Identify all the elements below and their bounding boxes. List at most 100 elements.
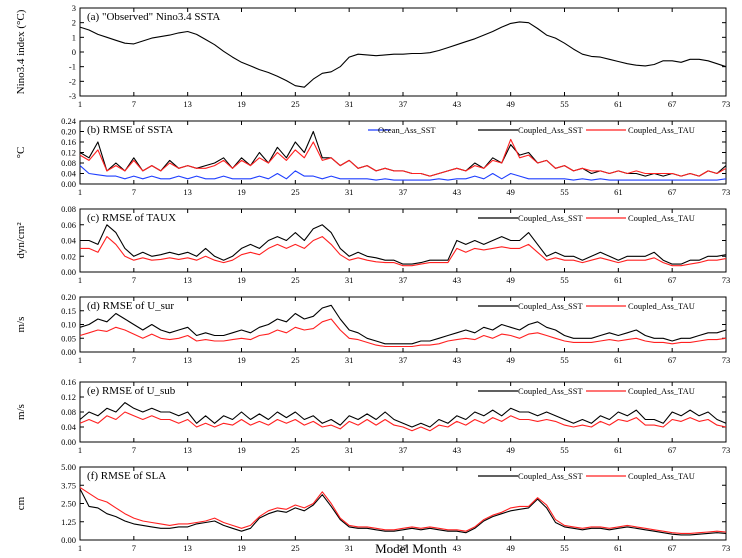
x-tick-label: 19 — [237, 99, 246, 109]
y-tick-label: 0.00 — [61, 179, 76, 189]
series-line-coupled_ass_tau — [79, 138, 727, 177]
x-tick-label: 73 — [722, 543, 731, 553]
x-tick-label: 25 — [291, 445, 300, 455]
x-tick-label: 43 — [453, 275, 462, 285]
x-tick-label: 31 — [345, 275, 354, 285]
x-tick-label: 55 — [560, 275, 569, 285]
x-tick-label: 61 — [614, 445, 623, 455]
x-tick-label: 55 — [560, 445, 569, 455]
x-tick-label: 7 — [132, 355, 136, 365]
y-tick-label: 0.00 — [61, 347, 76, 357]
series-line-coupled_ass_tau — [79, 411, 727, 432]
x-tick-label: 61 — [614, 275, 623, 285]
x-tick-label: 13 — [183, 543, 192, 553]
y-tick-label: 0.00 — [61, 535, 76, 545]
y-axis-label: m/s — [15, 317, 27, 333]
series-line-coupled_ass_sst — [79, 130, 727, 177]
x-tick-label: 61 — [614, 187, 623, 197]
x-tick-label: 13 — [183, 355, 192, 365]
y-tick-label: 2.50 — [61, 499, 76, 509]
series-line-coupled_ass_sst — [80, 224, 727, 265]
y-tick-label: 0.06 — [61, 220, 76, 230]
y-axis-label: cm — [15, 496, 27, 510]
x-tick-label: 31 — [345, 99, 354, 109]
panel-e: 1 7 13 19 25 31 37 43 49 55 61 67 73 0.16 0.12 0.08 0.04… — [15, 377, 730, 455]
x-tick-label: 55 — [560, 355, 569, 365]
x-tick-label: 37 — [399, 187, 408, 197]
x-tick-label: 25 — [291, 187, 300, 197]
x-tick-label: 1 — [78, 445, 82, 455]
y-tick-label: -3 — [69, 91, 76, 101]
chart-panels: 1 7 13 19 25 31 37 43 49 55 61 67 73 3 2 1 0 -1 -2 -3 (a) "O… — [15, 3, 730, 553]
x-tick-label: 25 — [291, 543, 300, 553]
x-tick-label: 19 — [237, 355, 246, 365]
y-tick-label: 1 — [72, 32, 76, 42]
panel-title: (e) RMSE of U_sub — [87, 385, 176, 397]
x-tick-label: 67 — [668, 355, 677, 365]
legend-label: Coupled_Ass_TAU — [628, 386, 695, 396]
x-tick-label: 37 — [399, 99, 408, 109]
x-tick-label: 19 — [237, 543, 246, 553]
x-tick-label: 37 — [399, 445, 408, 455]
x-tick-label: 43 — [453, 99, 462, 109]
panel-title: (c) RMSE of TAUX — [87, 212, 176, 224]
y-tick-label: 1.25 — [61, 517, 76, 527]
x-tick-label: 1 — [78, 543, 82, 553]
x-tick-label: 61 — [614, 99, 623, 109]
x-tick-label: 31 — [345, 355, 354, 365]
series-line-ocean_ass_sst — [79, 165, 727, 181]
y-tick-label: 0.08 — [61, 158, 76, 168]
x-tick-label: 73 — [722, 275, 731, 285]
panel-title: (d) RMSE of U_sur — [87, 300, 174, 312]
x-tick-label: 43 — [453, 543, 462, 553]
x-tick-label: 37 — [399, 275, 408, 285]
y-axis-label: °C — [15, 147, 27, 159]
x-tick-label: 19 — [237, 187, 246, 197]
x-tick-label: 1 — [78, 355, 82, 365]
x-tick-label: 19 — [237, 445, 246, 455]
x-tick-label: 55 — [560, 99, 569, 109]
series-line-coupled_ass_tau — [80, 236, 727, 267]
x-tick-label: 25 — [291, 99, 300, 109]
y-tick-label: 0.20 — [61, 292, 76, 302]
y-tick-label: 2 — [72, 18, 76, 28]
x-tick-label: 25 — [291, 275, 300, 285]
y-tick-label: 0.20 — [61, 127, 76, 137]
x-tick-label: 7 — [132, 187, 136, 197]
y-tick-label: 0.05 — [61, 333, 76, 343]
y-tick-label: 0.15 — [61, 306, 76, 316]
series-line-coupled_ass_sst — [79, 304, 727, 345]
y-tick-label: 0.02 — [61, 251, 76, 261]
x-tick-label: 7 — [132, 99, 136, 109]
x-axis-label: Model Month — [375, 541, 447, 556]
series-line-coupled_ass_sst — [79, 402, 727, 428]
panel-title: (f) RMSE of SLA — [87, 470, 166, 482]
legend-label: Coupled_Ass_SST — [518, 471, 584, 481]
x-tick-label: 7 — [132, 445, 136, 455]
y-tick-label: 0.12 — [61, 392, 76, 402]
legend-label: Coupled_Ass_SST — [518, 301, 584, 311]
y-tick-label: 0.00 — [61, 437, 76, 447]
panel-a: 1 7 13 19 25 31 37 43 49 55 61 67 73 3 2 1 0 -1 -2 -3 (a) "O… — [15, 3, 730, 109]
x-tick-label: 43 — [453, 355, 462, 365]
panel-f: 1 7 13 19 25 31 37 43 49 55 61 67 73 5.00 3.75 2.50 1.25… — [15, 462, 730, 553]
panel-b: 1 7 13 19 25 31 37 43 49 55 61 67 73 0.240.200.160.12… — [15, 116, 730, 197]
x-tick-label: 55 — [560, 187, 569, 197]
y-tick-label: 0.00 — [61, 267, 76, 277]
x-tick-label: 67 — [668, 275, 677, 285]
x-tick-label: 67 — [668, 99, 677, 109]
x-tick-label: 43 — [453, 187, 462, 197]
x-tick-label: 1 — [78, 187, 82, 197]
x-tick-label: 49 — [506, 355, 515, 365]
x-tick-label: 73 — [722, 187, 731, 197]
x-tick-label: 49 — [506, 187, 515, 197]
x-tick-label: 1 — [78, 275, 82, 285]
x-tick-label: 67 — [668, 187, 677, 197]
y-tick-label: 0.16 — [61, 137, 76, 147]
x-tick-label: 67 — [668, 543, 677, 553]
x-tick-label: 13 — [183, 275, 192, 285]
series-line-nino34 — [79, 21, 727, 88]
x-tick-label: 73 — [722, 99, 731, 109]
x-tick-label: 13 — [183, 445, 192, 455]
y-tick-label: 0.04 — [61, 422, 77, 432]
